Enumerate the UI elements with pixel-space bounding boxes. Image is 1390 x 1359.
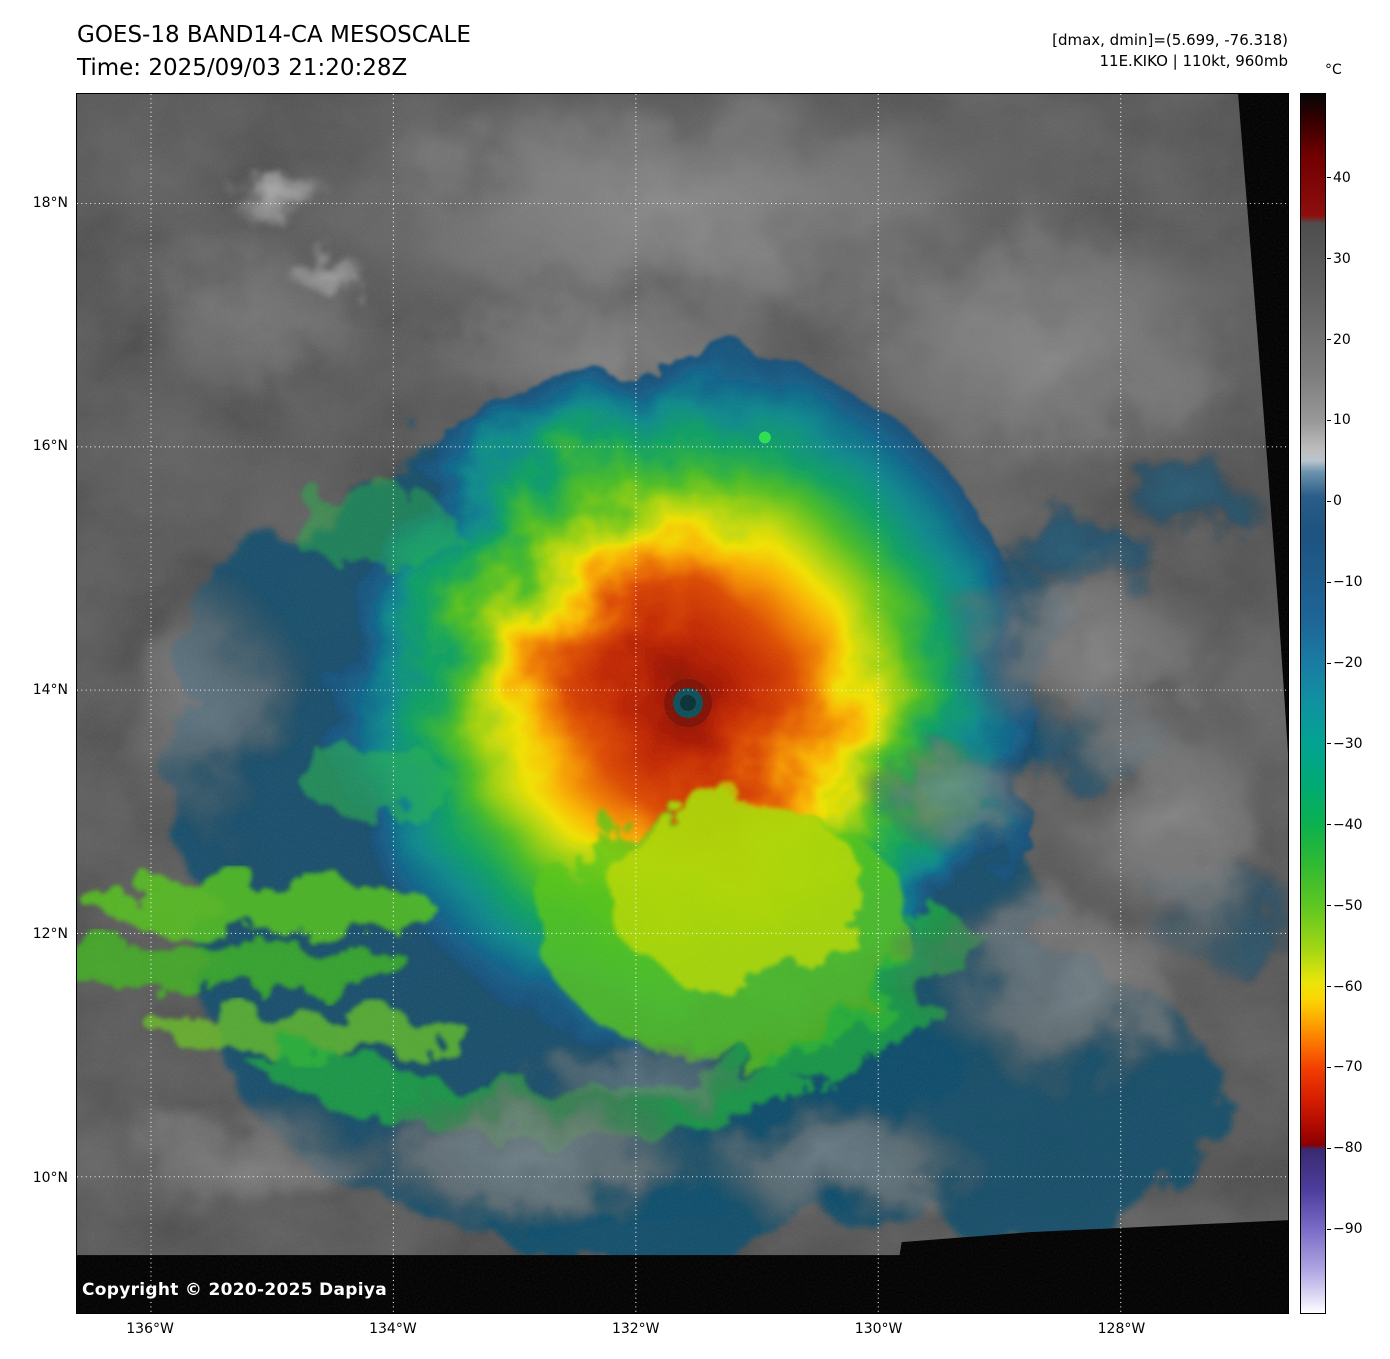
colorbar-tick <box>1327 258 1331 260</box>
colorbar-unit-label: °C <box>1325 62 1342 78</box>
colorbar-tick-label: 40 <box>1333 169 1351 186</box>
colorbar <box>1300 93 1326 1314</box>
colorbar-tick <box>1327 662 1331 664</box>
figure-time: Time: 2025/09/03 21:20:28Z <box>77 55 408 81</box>
colorbar-tick <box>1327 1066 1331 1068</box>
colorbar-tick <box>1327 419 1331 421</box>
grain-overlay <box>77 94 1288 1313</box>
colorbar-tick-label: 0 <box>1333 493 1342 510</box>
lat-tick-label: 14°N <box>32 682 68 699</box>
storm-info-annotation: 11E.KIKO | 110kt, 960mb <box>1099 52 1288 70</box>
colorbar-tick-label: −30 <box>1333 735 1363 752</box>
colorbar-tick <box>1327 1228 1331 1230</box>
dmax-dmin-annotation: [dmax, dmin]=(5.699, -76.318) <box>1052 31 1288 49</box>
lat-tick-label: 18°N <box>32 194 68 211</box>
colorbar-tick-label: −40 <box>1333 816 1363 833</box>
colorbar-tick-label: −10 <box>1333 574 1363 591</box>
colorbar-tick-label: 30 <box>1333 250 1351 267</box>
colorbar-tick <box>1327 743 1331 745</box>
satellite-scene <box>77 94 1288 1313</box>
lat-tick-label: 16°N <box>32 438 68 455</box>
lat-tick-label: 10°N <box>32 1169 68 1186</box>
lon-tick-label: 136°W <box>126 1321 174 1337</box>
colorbar-tick <box>1327 1147 1331 1149</box>
lon-tick-label: 130°W <box>854 1321 903 1337</box>
colorbar-tick-label: 20 <box>1333 331 1351 348</box>
colorbar-tick-label: −80 <box>1333 1140 1363 1157</box>
colorbar-tick-label: −90 <box>1333 1221 1363 1238</box>
lat-tick-label: 12°N <box>32 925 68 942</box>
colorbar-tick <box>1327 986 1331 987</box>
lon-tick-label: 132°W <box>611 1321 660 1337</box>
colorbar-tick <box>1327 339 1331 341</box>
colorbar-tick-label: −50 <box>1333 897 1363 914</box>
colorbar-tick <box>1327 500 1331 502</box>
colorbar-tick <box>1327 177 1331 179</box>
copyright-text: Copyright © 2020-2025 Dapiya <box>82 1280 387 1300</box>
lon-tick-label: 128°W <box>1097 1321 1146 1337</box>
lon-tick-label: 134°W <box>369 1321 417 1337</box>
colorbar-tick-label: −70 <box>1333 1059 1363 1076</box>
colorbar-tick-label: −20 <box>1333 655 1363 672</box>
colorbar-tick <box>1327 905 1331 907</box>
colorbar-tick-label: 10 <box>1333 412 1351 429</box>
colorbar-tick <box>1327 824 1331 826</box>
colorbar-tick <box>1327 581 1331 583</box>
colorbar-tick-label: −60 <box>1333 978 1363 995</box>
map-plot-area: Copyright © 2020-2025 Dapiya <box>76 93 1289 1314</box>
figure-title: GOES-18 BAND14-CA MESOSCALE <box>77 22 471 48</box>
